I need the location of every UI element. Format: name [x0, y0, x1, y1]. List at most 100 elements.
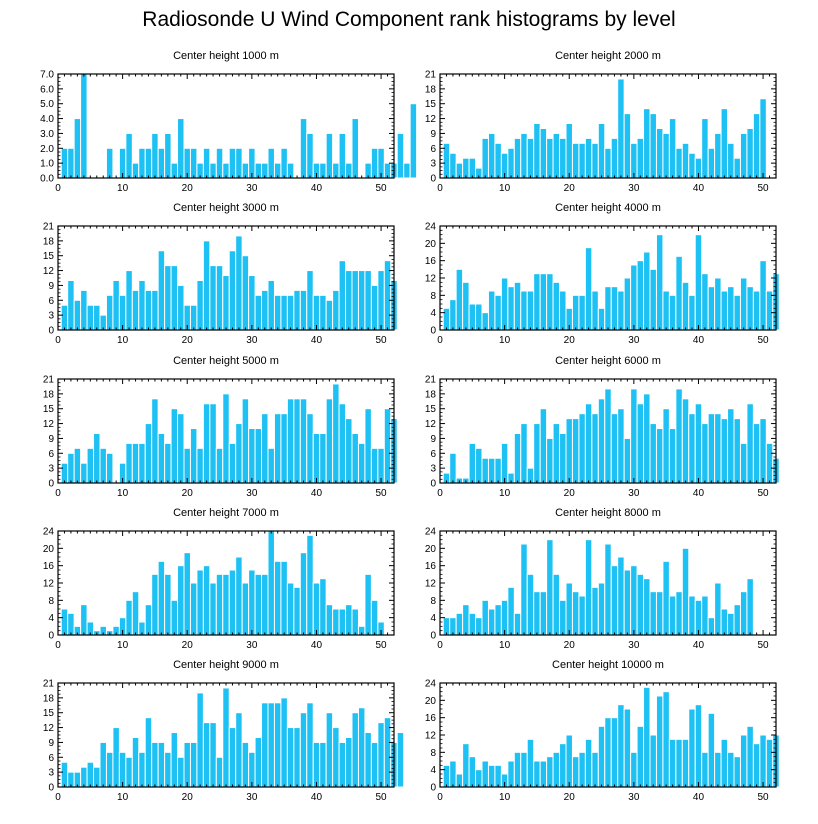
histogram-bar — [267, 447, 275, 484]
y-tick-label: 15 — [425, 99, 437, 110]
histogram-bar — [138, 442, 146, 484]
histogram-bar — [125, 756, 133, 788]
histogram-bar — [604, 388, 612, 484]
histogram-bar — [222, 393, 230, 484]
y-tick-label: 9 — [430, 434, 436, 445]
histogram-bar — [131, 591, 140, 636]
histogram-bar — [546, 437, 554, 484]
histogram-bar — [105, 452, 114, 484]
histogram-bar — [351, 270, 359, 331]
histogram-bar — [559, 599, 567, 636]
histogram-bar — [662, 290, 670, 331]
x-tick-label: 0 — [55, 183, 61, 194]
x-tick-label: 30 — [628, 792, 640, 803]
histogram-bar — [377, 447, 385, 484]
histogram-bar — [623, 708, 632, 788]
histogram-bar — [610, 286, 619, 331]
y-tick-label: 20 — [425, 544, 437, 555]
histogram-bar — [280, 560, 288, 636]
x-tick-label: 30 — [246, 792, 258, 803]
y-tick-label: 12 — [43, 419, 55, 430]
histogram-bar — [151, 573, 159, 636]
x-tick-label: 30 — [628, 335, 640, 346]
histogram-bar — [228, 147, 237, 179]
y-tick-label: 0 — [430, 479, 436, 490]
histogram-bar — [131, 289, 140, 331]
histogram-bar — [105, 294, 114, 331]
histogram-bar — [241, 741, 250, 788]
histogram-bar — [449, 617, 457, 636]
y-tick-label: 12 — [43, 723, 55, 734]
histogram-bar — [752, 290, 761, 331]
x-tick-label: 50 — [376, 488, 388, 499]
histogram-bar — [481, 312, 489, 331]
histogram-bar — [746, 286, 754, 331]
histogram-bar — [733, 756, 741, 788]
histogram-bar — [202, 403, 211, 484]
y-tick-label: 21 — [43, 679, 55, 690]
histogram-bar — [319, 578, 327, 636]
histogram-bar — [364, 408, 372, 484]
y-tick-label: 15 — [43, 251, 55, 262]
histogram-bar — [125, 442, 133, 484]
x-tick-label: 40 — [693, 792, 705, 803]
histogram-bar — [487, 290, 496, 331]
y-tick-label: 0 — [430, 631, 436, 642]
histogram-bar — [144, 717, 153, 788]
histogram-bar — [112, 727, 120, 788]
histogram-bar — [707, 617, 716, 636]
histogram-bar — [610, 717, 619, 788]
histogram-bar — [325, 132, 334, 179]
y-tick-label: 16 — [425, 713, 437, 724]
histogram-bar — [759, 418, 767, 484]
histogram-bar — [494, 604, 502, 636]
histogram-bar — [533, 423, 541, 484]
histogram-bar — [293, 398, 301, 484]
histogram-bar — [449, 760, 457, 788]
histogram-bar — [370, 284, 379, 331]
histogram-bar — [409, 103, 418, 179]
histogram-bar — [539, 408, 548, 484]
histogram-bar — [759, 98, 767, 179]
histogram-bar — [727, 286, 735, 331]
y-tick-label: 6.0 — [40, 84, 54, 95]
histogram-bar — [655, 234, 664, 331]
histogram-panel-1: Center height 2000 m 0 10 20 30 40 50 0 3 6 9 12 15 1… — [425, 50, 777, 194]
histogram-bar — [688, 708, 696, 788]
x-tick-label: 50 — [376, 335, 388, 346]
histogram-bar — [513, 281, 522, 331]
histogram-bar — [643, 251, 651, 331]
x-tick-label: 20 — [564, 488, 576, 499]
histogram-bar — [325, 712, 334, 788]
histogram-bar — [487, 764, 496, 788]
histogram-bar — [533, 591, 541, 636]
histogram-bar — [254, 428, 263, 484]
histogram-bar — [157, 432, 166, 484]
histogram-bar — [688, 152, 696, 179]
histogram-bar — [60, 761, 69, 788]
y-tick-label: 4.0 — [40, 114, 54, 125]
histogram-bar — [643, 108, 651, 179]
histogram-bar — [578, 595, 586, 636]
y-tick-label: 6 — [48, 753, 54, 764]
histogram-bar — [93, 432, 101, 484]
histogram-bar — [228, 727, 237, 788]
histogram-bar — [694, 403, 703, 484]
histogram-bar — [675, 147, 683, 179]
histogram-bar — [468, 442, 477, 484]
y-tick-label: 0.0 — [40, 174, 54, 185]
histogram-bar — [707, 286, 716, 331]
histogram-bar — [752, 113, 761, 179]
y-tick-label: 6 — [430, 449, 436, 460]
histogram-bar — [584, 403, 593, 484]
histogram-bar — [377, 270, 385, 331]
histogram-bar — [396, 132, 405, 179]
histogram-bar — [707, 712, 716, 788]
histogram-bar — [675, 255, 683, 331]
histogram-bar — [539, 591, 548, 636]
histogram-bar — [370, 147, 379, 179]
histogram-bar — [189, 428, 198, 484]
histogram-bar — [312, 432, 321, 484]
histogram-bar — [597, 307, 606, 331]
y-tick-label: 12 — [425, 731, 437, 742]
